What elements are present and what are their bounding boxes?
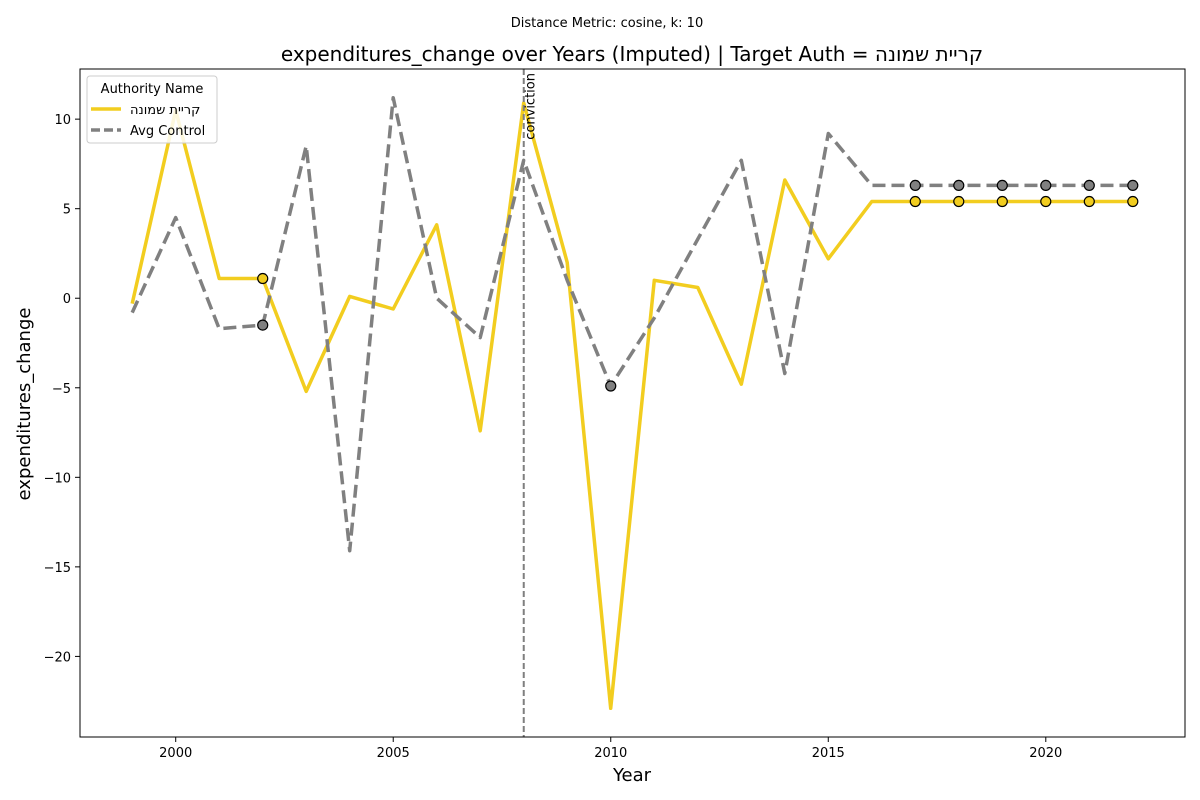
imputed-marker-1-2022	[1127, 179, 1139, 192]
x-tick-label-2010: 2010	[594, 746, 627, 761]
imputed-marker-1-2020	[1040, 179, 1052, 192]
imputed-marker-1-2002	[257, 319, 269, 331]
y-axis-label: expenditures_change	[14, 308, 35, 501]
imputed-marker-1-2017	[909, 179, 921, 192]
imputed-marker-0-2021	[1083, 195, 1095, 208]
plot-area: conviction 2000 2005 2010 2015 2020 10 5 0 −5 −10 −…	[44, 68, 1186, 761]
x-tick-label-2005: 2005	[377, 746, 410, 761]
legend-box	[86, 75, 218, 144]
x-axis-label: Year	[612, 765, 652, 786]
legend: Authority Name קריית שמונה Avg Control	[86, 75, 218, 144]
imputed-marker-1-2010	[605, 380, 617, 392]
y-tick-label-2: 0	[63, 292, 71, 307]
y-tick-label-6: −20	[44, 650, 71, 665]
event-line-label: conviction	[524, 73, 539, 140]
y-tick-label-5: −15	[44, 561, 71, 576]
chart-suptitle: Distance Metric: cosine, k: 10	[511, 16, 703, 31]
imputed-marker-0-2018	[953, 195, 965, 208]
imputed-marker-0-2002	[257, 272, 269, 285]
imputed-marker-1-2021	[1083, 179, 1095, 192]
x-tick-label-2000: 2000	[159, 746, 192, 761]
y-tick-label-1: 5	[63, 203, 71, 218]
imputed-marker-0-2017	[909, 195, 921, 208]
legend-entry-0: קריית שמונה	[130, 103, 200, 118]
y-tick-label-4: −10	[44, 471, 71, 486]
series-line-1	[130, 95, 1133, 553]
imputed-marker-0-2022	[1127, 195, 1139, 208]
x-tick-label-2015: 2015	[812, 746, 845, 761]
y-tick-label-0: 10	[54, 113, 71, 128]
chart-title: expenditures_change over Years (Imputed)…	[281, 42, 983, 66]
imputed-marker-1-2019	[996, 179, 1008, 192]
imputed-marker-0-2020	[1040, 195, 1052, 208]
axes-frame	[79, 68, 1186, 738]
imputed-marker-0-2019	[996, 195, 1008, 208]
y-tick-label-3: −5	[52, 382, 71, 397]
legend-entry-1: Avg Control	[130, 124, 205, 139]
legend-title: Authority Name	[101, 82, 204, 97]
x-tick-label-2020: 2020	[1029, 746, 1062, 761]
series-line-0	[130, 101, 1133, 711]
imputed-marker-1-2018	[953, 179, 965, 192]
